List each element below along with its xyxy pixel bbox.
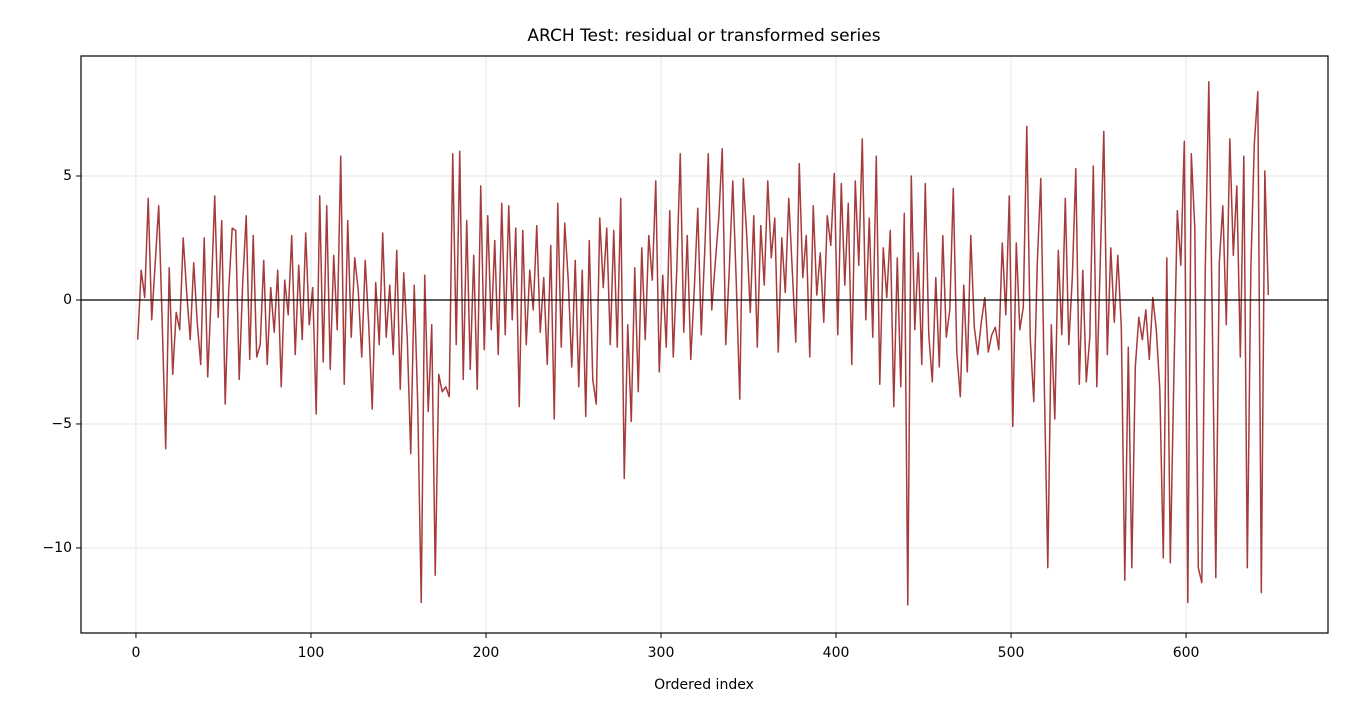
- x-tick-label: 400: [823, 645, 850, 661]
- x-tick-label: 600: [1173, 645, 1200, 661]
- x-axis-label: Ordered index: [654, 677, 754, 693]
- y-tick-label: −5: [51, 416, 72, 432]
- data-line: [136, 81, 1270, 606]
- plot-frame: [80, 55, 1329, 634]
- y-tick-label: −10: [42, 540, 72, 556]
- x-tick-label: 0: [131, 645, 140, 661]
- x-tick-label: 200: [473, 645, 500, 661]
- x-tick-label: 100: [298, 645, 325, 661]
- x-tick-label: 300: [648, 645, 675, 661]
- x-tick-label: 500: [998, 645, 1025, 661]
- chart-title: ARCH Test: residual or transformed serie…: [527, 26, 880, 46]
- y-tick-label: 5: [63, 168, 72, 184]
- y-tick-label: 0: [63, 292, 72, 308]
